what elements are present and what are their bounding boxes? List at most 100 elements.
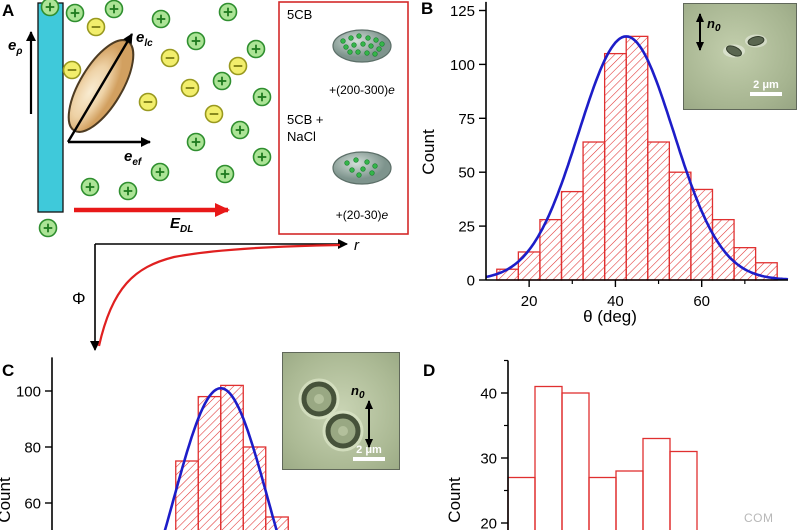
negative-ion (86, 17, 106, 37)
positive-ion (80, 177, 100, 197)
y-tick-label: 25 (458, 219, 475, 236)
e-rho-label: eρ (8, 37, 22, 57)
y-tick-label: 30 (480, 451, 497, 468)
x-tick-label: 60 (693, 293, 710, 310)
charge-label-5cb-nacl: +(20-30)e (336, 208, 389, 222)
y-tick-label: 50 (458, 165, 475, 182)
lc-rod (726, 45, 742, 57)
histogram-bar (220, 384, 244, 530)
positive-ion (246, 39, 266, 59)
y-tick-label: 75 (458, 111, 475, 128)
x-tick-label: 40 (607, 293, 624, 310)
micrograph-inset-c: n0 2 μm (282, 352, 400, 470)
droplet-core (338, 426, 348, 436)
panel-label-c: C (2, 361, 15, 380)
ion-dots-5cb (340, 33, 385, 57)
scale-bar-label: 2 μm (753, 79, 779, 91)
histogram-c: 020406080100Count (0, 357, 289, 530)
droplet-core (314, 394, 324, 404)
y-tick-label: 125 (450, 3, 475, 20)
histogram-bar (175, 460, 199, 530)
positive-ion (118, 181, 138, 201)
histogram-bar (560, 190, 584, 281)
panel-label-a: A (2, 1, 15, 20)
histogram-bar (647, 141, 670, 281)
director-label: n0 (707, 16, 721, 34)
histogram-bar (668, 171, 692, 281)
histogram-bar (642, 437, 671, 530)
histogram-d: 10203040Count (445, 359, 698, 530)
legend-5cb-nacl-label-1: 5CB + (287, 112, 324, 127)
histogram-bar (625, 35, 649, 281)
y-tick-label: 100 (16, 384, 41, 401)
positive-ion (38, 218, 58, 238)
e-ef-label: eef (124, 148, 143, 168)
y-tick-label: 0 (467, 273, 475, 290)
positive-ion (151, 9, 171, 29)
histogram-bar (517, 251, 541, 281)
y-tick-label: 100 (450, 57, 475, 74)
negative-ion (204, 104, 224, 124)
positive-ion (40, 0, 60, 17)
charge-label-5cb: +(200-300)e (329, 83, 395, 97)
histogram-bar (507, 476, 536, 530)
histogram-bar (197, 395, 222, 530)
potential-decay-curve (97, 243, 341, 347)
droplet-halo (322, 410, 364, 452)
positive-ion (218, 2, 238, 22)
histogram-bar (603, 52, 627, 281)
negative-ion (180, 78, 200, 98)
ion-dots-5cb-nacl (344, 157, 378, 178)
positive-ion (212, 71, 232, 91)
y-tick-label: 40 (480, 386, 497, 403)
charged-wall (37, 2, 64, 213)
histogram-bar (669, 450, 698, 530)
watermark: COM (744, 511, 774, 525)
y-axis-title: Count (0, 477, 14, 523)
histogram-b: 20 40 60 0 25 50 75 100 125 θ (deg) Count (420, 1, 789, 326)
positive-ion (65, 3, 85, 23)
histogram-bar (582, 141, 606, 281)
panel-label-b: B (421, 0, 434, 18)
negative-ion (62, 60, 82, 80)
positive-ion (230, 120, 250, 140)
y-axis-title: Count (445, 477, 464, 523)
negative-ion (160, 48, 180, 68)
schematic-panel: eρ elc eef EDL r Φ 5CB +(200-300)e 5CB +… (8, 0, 409, 351)
panel-label-d: D (423, 361, 436, 380)
scale-bar (353, 457, 385, 461)
negative-ion (228, 56, 248, 76)
positive-ion (252, 147, 272, 167)
x-tick-label: 20 (521, 293, 538, 310)
director-label: n0 (351, 383, 365, 401)
micrograph-inset-b: n0 2 μm (683, 3, 797, 110)
scale-bar (750, 92, 782, 96)
legend-5cb-nacl-label-2: NaCl (287, 129, 316, 144)
y-tick-label: 60 (24, 496, 41, 513)
histogram-bar (496, 268, 520, 281)
lc-rod (747, 36, 765, 46)
gaussian-fit-curve (485, 35, 789, 281)
histogram-bar (690, 188, 714, 281)
gaussian-fit-curve (163, 386, 278, 530)
scale-bar-label: 2 μm (356, 444, 382, 456)
phi-axis-label: Φ (72, 289, 86, 308)
histogram-bar (615, 470, 644, 530)
histogram-bar (242, 446, 267, 530)
positive-ion (104, 0, 124, 19)
positive-ion (252, 87, 272, 107)
e-lc-label: elc (136, 29, 153, 49)
x-axis-title: θ (deg) (583, 307, 637, 326)
droplet-halo (298, 378, 340, 420)
positive-ion (186, 132, 206, 152)
negative-ion (138, 92, 158, 112)
positive-ion (150, 162, 170, 182)
histogram-bar (265, 516, 289, 530)
ion-cloud (38, 0, 272, 238)
histogram-bar (588, 476, 617, 530)
histogram-bar (534, 385, 563, 530)
e-lc-arrow (66, 33, 134, 143)
r-axis-label: r (354, 237, 360, 254)
y-tick-label: 80 (24, 440, 41, 457)
